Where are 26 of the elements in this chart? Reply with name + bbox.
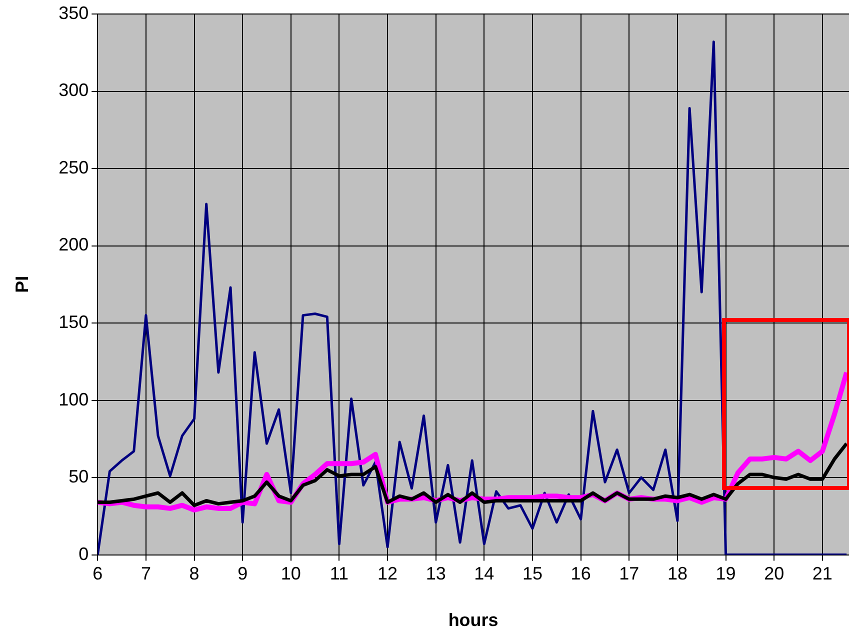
y-tick-label: 0 [78, 544, 89, 564]
y-tick-label: 200 [58, 234, 89, 255]
y-tick-label: 350 [58, 2, 89, 23]
x-axis-title: hours [448, 610, 498, 630]
x-tick-label: 20 [764, 564, 784, 584]
y-tick-label: 150 [58, 312, 89, 332]
y-tick-label: 300 [58, 80, 89, 100]
x-tick-label: 12 [378, 564, 398, 584]
x-tick-label: 15 [522, 564, 543, 584]
x-tick-label: 7 [140, 564, 151, 584]
x-tick-label: 21 [812, 564, 832, 584]
y-axis-title: PI [12, 276, 32, 293]
x-tick-label: 13 [426, 564, 446, 584]
y-tick-label: 100 [58, 389, 89, 410]
y-tick-label: 50 [68, 466, 89, 487]
x-tick-label: 16 [570, 564, 591, 584]
x-tick-label: 11 [330, 564, 349, 584]
y-tick-label: 250 [58, 157, 89, 178]
x-tick-label: 9 [238, 564, 248, 584]
x-tick-label: 18 [667, 564, 688, 584]
x-tick-label: 8 [189, 564, 200, 584]
x-tick-label: 6 [92, 564, 103, 584]
x-tick-label: 19 [716, 564, 736, 584]
x-tick-label: 10 [280, 564, 301, 584]
x-tick-label: 17 [619, 564, 640, 584]
x-tick-label: 14 [474, 564, 494, 584]
